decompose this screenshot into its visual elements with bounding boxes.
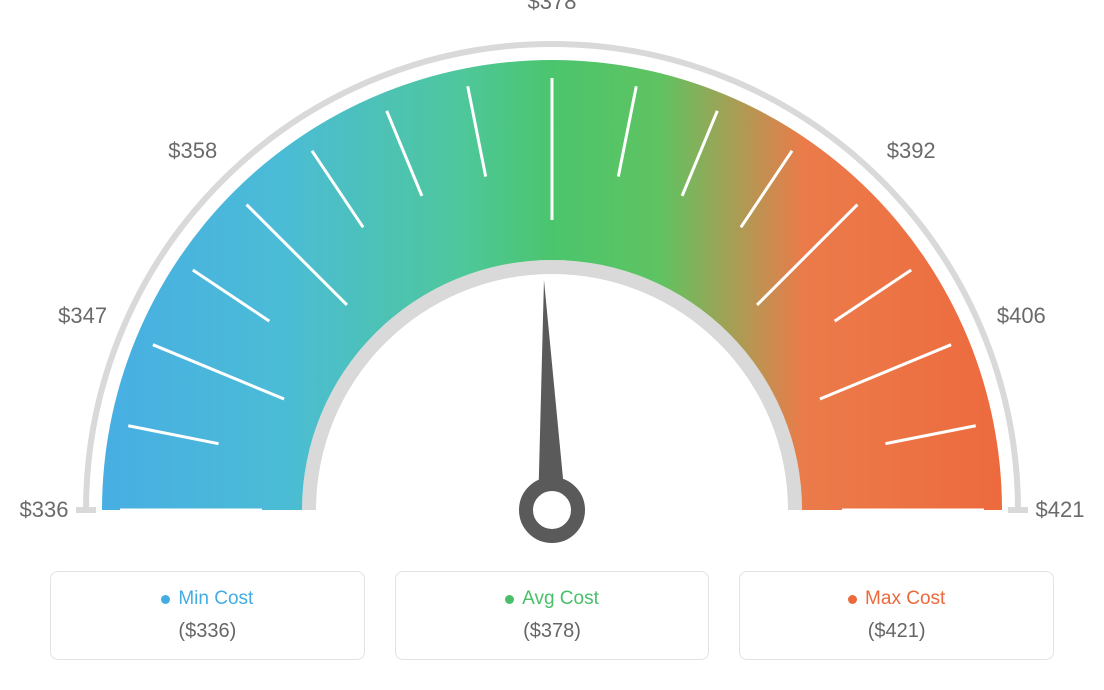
legend-min: Min Cost ($336) [50, 571, 365, 660]
legend-avg: Avg Cost ($378) [395, 571, 710, 660]
legend-max-title: Max Cost [848, 588, 945, 610]
gauge-svg [0, 0, 1104, 560]
dot-icon [848, 595, 857, 604]
legend-min-title: Min Cost [161, 588, 253, 610]
legend-max-title-text: Max Cost [865, 588, 945, 610]
legend-row: Min Cost ($336) Avg Cost ($378) Max Cost… [0, 571, 1104, 660]
legend-min-value: ($336) [61, 620, 354, 643]
gauge-tick-label: $421 [1036, 497, 1085, 523]
gauge-tick-label: $358 [168, 138, 217, 164]
cost-gauge-chart: $336 $347 $358 $378 $392 $406 $421 Min Cost ($… [0, 0, 1104, 690]
legend-avg-title-text: Avg Cost [522, 588, 599, 610]
legend-avg-value: ($378) [406, 620, 699, 643]
dot-icon [161, 595, 170, 604]
legend-min-title-text: Min Cost [178, 588, 253, 610]
gauge-area: $336 $347 $358 $378 $392 $406 $421 [0, 0, 1104, 560]
gauge-tick-label: $336 [20, 497, 69, 523]
legend-max: Max Cost ($421) [739, 571, 1054, 660]
gauge-tick-label: $347 [58, 303, 107, 329]
legend-avg-title: Avg Cost [505, 588, 599, 610]
legend-max-value: ($421) [750, 620, 1043, 643]
gauge-tick-label: $406 [997, 303, 1046, 329]
dot-icon [505, 595, 514, 604]
gauge-tick-label: $378 [528, 0, 577, 15]
gauge-tick-label: $392 [887, 138, 936, 164]
